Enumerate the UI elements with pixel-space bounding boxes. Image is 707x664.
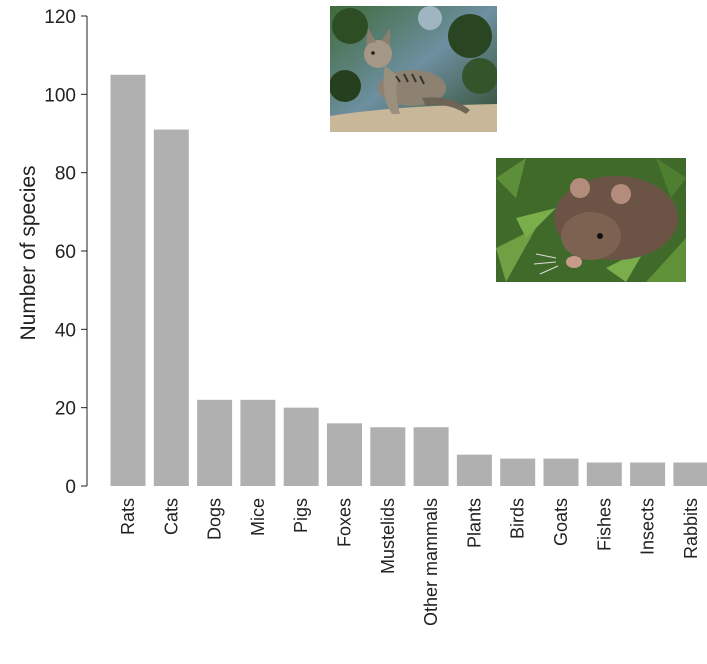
x-tick-label: Mice bbox=[248, 498, 268, 536]
bar-goats bbox=[543, 458, 579, 486]
x-tick-label: Mustelids bbox=[378, 498, 398, 574]
x-tick-label: Birds bbox=[508, 498, 528, 539]
x-tick-label: Rabbits bbox=[681, 498, 701, 559]
y-tick-label: 60 bbox=[55, 242, 76, 263]
y-axis-title: Number of species bbox=[17, 165, 40, 340]
bar-birds bbox=[500, 458, 536, 486]
x-tick-label: Plants bbox=[464, 498, 484, 548]
bar-fishes bbox=[586, 462, 622, 486]
bar-pigs bbox=[283, 407, 319, 486]
y-tick-label: 120 bbox=[44, 7, 76, 28]
bars bbox=[110, 74, 707, 487]
x-tick-label: Pigs bbox=[291, 498, 311, 533]
bar-insects bbox=[630, 462, 666, 486]
y-tick-label: 100 bbox=[44, 85, 76, 106]
x-tick-label: Dogs bbox=[205, 498, 225, 540]
y-tick-label: 0 bbox=[65, 477, 76, 498]
bar-dogs bbox=[197, 399, 233, 486]
x-tick-label: Cats bbox=[161, 498, 181, 535]
bar-mice bbox=[240, 399, 276, 486]
x-tick-label: Fishes bbox=[594, 498, 614, 551]
y-tick-label: 40 bbox=[55, 320, 76, 341]
bar-plants bbox=[456, 454, 492, 486]
cat-photo bbox=[330, 6, 497, 132]
y-tick-label: 20 bbox=[55, 399, 76, 420]
x-tick-label: Goats bbox=[551, 498, 571, 546]
x-tick-label: Foxes bbox=[335, 498, 355, 547]
y-tick-label: 80 bbox=[55, 164, 76, 185]
x-axis-labels: Rats Cats Dogs Mice Pigs Foxes Mustelids Other … bbox=[118, 498, 701, 626]
x-tick-label: Other mammals bbox=[421, 498, 441, 626]
bar-rats bbox=[110, 74, 146, 486]
bar-other-mammals bbox=[413, 427, 449, 486]
bar-rabbits bbox=[673, 462, 707, 486]
rat-photo bbox=[496, 158, 686, 282]
bar-foxes bbox=[327, 423, 362, 486]
y-axis: 0 20 40 60 80 100 120 bbox=[44, 7, 88, 498]
x-tick-label: Insects bbox=[638, 498, 658, 555]
bar-cats bbox=[153, 129, 189, 487]
bar-mustelids bbox=[370, 427, 406, 486]
x-tick-label: Rats bbox=[118, 498, 138, 535]
